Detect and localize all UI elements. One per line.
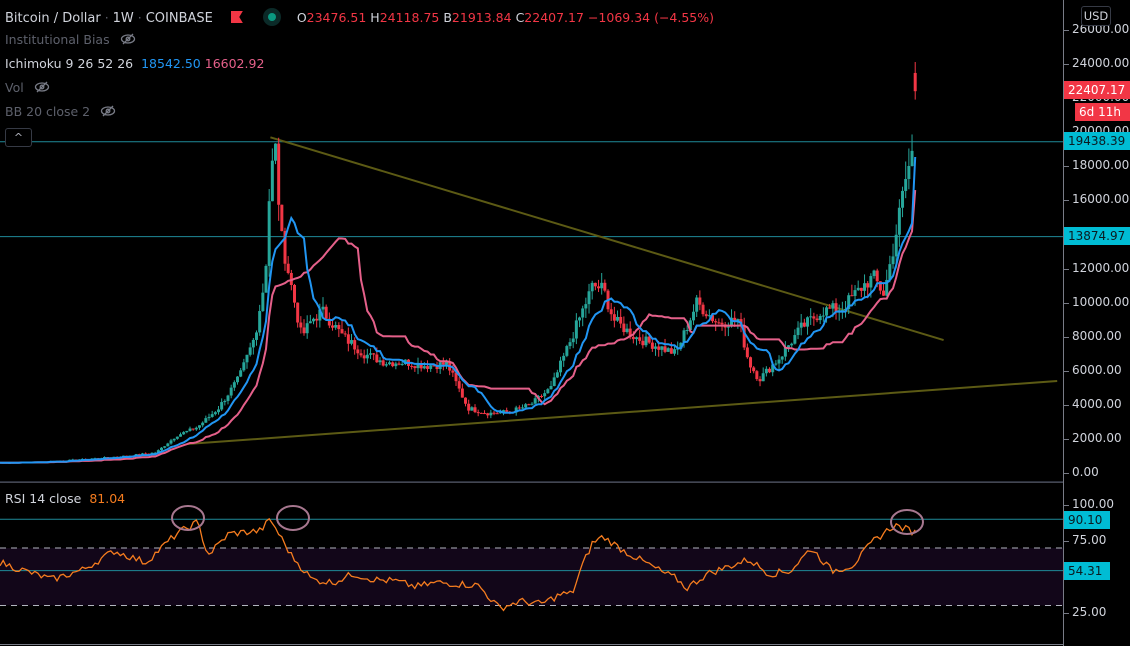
price-tick: 8000.00: [1072, 328, 1122, 343]
eye-hidden-icon[interactable]: [120, 33, 136, 45]
indicator-institutional-bias[interactable]: Institutional Bias: [5, 32, 136, 48]
currency-button[interactable]: USD: [1081, 6, 1111, 26]
countdown-badge: 6d 11h: [1075, 103, 1130, 121]
level-badge-lower: 13874.97: [1064, 227, 1130, 245]
price-tick: 4000.00: [1072, 396, 1122, 411]
price-chart[interactable]: [0, 0, 1063, 482]
price-tick: 18000.00: [1072, 158, 1130, 173]
price-tick: 2000.00: [1072, 430, 1122, 445]
last-price-badge: 22407.17: [1064, 81, 1130, 99]
price-tick: 24000.00: [1072, 56, 1130, 71]
chevron-up-icon: ^: [13, 131, 24, 144]
interval[interactable]: 1W: [112, 11, 134, 26]
price-tick: 6000.00: [1072, 362, 1122, 377]
level-badge-upper: 19438.39: [1064, 132, 1130, 150]
rsi-level-badge-upper: 90.10: [1064, 511, 1110, 529]
price-tick: 16000.00: [1072, 192, 1130, 207]
ohlc-values: O23476.51 H24118.75 B21913.84 C22407.17 …: [296, 10, 715, 25]
price-axis[interactable]: 0.00 2000.00 4000.00 6000.00 8000.00 10000.00…: [1063, 0, 1130, 646]
rsi-level-badge-lower: 54.31: [1064, 562, 1110, 580]
market-status-icon[interactable]: [262, 8, 281, 26]
indicator-vol[interactable]: Vol: [5, 80, 50, 96]
symbol-name[interactable]: Bitcoin / Dollar: [5, 11, 101, 26]
collapse-legend-button[interactable]: ^: [5, 128, 32, 147]
exchange: COINBASE: [145, 11, 213, 26]
rsi-tick: 25.00: [1072, 604, 1107, 619]
rsi-tick: 75.00: [1072, 532, 1107, 547]
flag-icon[interactable]: [230, 11, 243, 23]
eye-hidden-icon[interactable]: [34, 81, 50, 93]
indicator-ichimoku[interactable]: Ichimoku 9 26 52 26 18542.50 16602.92: [5, 56, 265, 71]
indicator-bb[interactable]: BB 20 close 2: [5, 104, 116, 120]
price-tick: 10000.00: [1072, 294, 1130, 309]
kijun-value: 16602.92: [204, 56, 265, 71]
price-tick: 12000.00: [1072, 260, 1130, 275]
symbol-legend: Bitcoin / Dollar · 1W · COINBASE O23476.…: [5, 8, 715, 26]
eye-hidden-icon[interactable]: [100, 105, 116, 117]
price-tick: 0.00: [1072, 465, 1099, 479]
price-change: −1069.34 (−4.55%): [587, 10, 715, 25]
rsi-value: 81.04: [89, 491, 126, 506]
tenkan-value: 18542.50: [141, 56, 201, 71]
rsi-tick: 100.00: [1072, 497, 1114, 511]
rsi-legend[interactable]: RSI 14 close 81.04: [5, 491, 126, 506]
